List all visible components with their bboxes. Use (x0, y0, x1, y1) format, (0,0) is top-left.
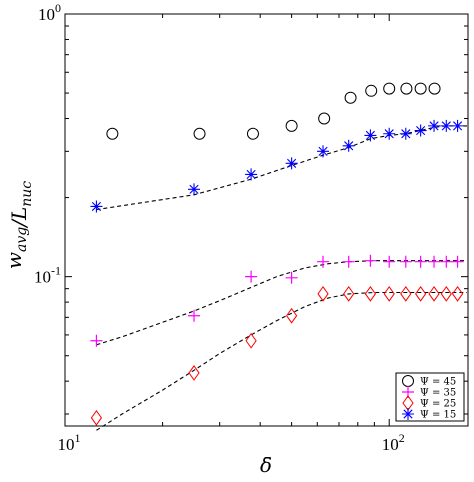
series-1-point (106, 127, 119, 140)
series-4-point (317, 145, 330, 158)
series-1-point (383, 82, 396, 95)
series-4-fit-line (96, 125, 467, 211)
x-tick-label: 101 (58, 431, 81, 454)
series-4-point (399, 127, 412, 140)
tick-labels: 101 102 100 10-1 (34, 1, 405, 454)
series-3-point (415, 285, 427, 302)
x-axis-label: δ̄ (260, 453, 272, 477)
series-3-point (343, 285, 355, 302)
series-4-point (440, 119, 453, 132)
series-2-point (451, 255, 464, 268)
series-1-point (246, 127, 259, 140)
y-tick-label: 10-1 (34, 264, 61, 287)
legend-label-3: Ψ = 25 (420, 399, 456, 410)
series-2-point (399, 255, 412, 268)
series-2-point (414, 255, 427, 268)
series-3-point (188, 365, 200, 381)
series-3-point (317, 285, 329, 302)
series-4-point (451, 119, 464, 132)
plot-frame (64, 13, 469, 427)
series-3-point (285, 307, 298, 324)
y-tick-label: 100 (38, 1, 61, 24)
series-4-point (285, 157, 298, 170)
series-3-fit-line (96, 291, 467, 431)
axis-ticks (64, 13, 468, 426)
series-1-point (344, 91, 357, 104)
legend: Ψ = 45Ψ = 35Ψ = 25Ψ = 15 (395, 372, 465, 422)
series-4-point (245, 168, 258, 181)
axis-labels: δ̄ wavg/Lnuc (2, 181, 272, 477)
series-4-point (90, 200, 103, 213)
x-tick-label: 102 (382, 431, 405, 454)
data-points (90, 82, 464, 426)
series-4-point (342, 139, 355, 152)
series-1-point (318, 112, 331, 125)
series-4-point (188, 183, 201, 196)
series-3-point (90, 409, 103, 426)
series-2-point (428, 255, 441, 268)
legend-label-4: Ψ = 15 (420, 410, 456, 421)
y-axis-label: wavg/Lnuc (2, 181, 35, 269)
series-3-point (451, 285, 464, 302)
series-3-point (428, 285, 440, 302)
series-4-point (383, 127, 396, 140)
series-2-point (383, 255, 396, 268)
series-2-fit-line (96, 260, 467, 346)
series-1-point (414, 82, 427, 95)
series-2-point (245, 270, 258, 283)
series-2-point (342, 255, 355, 268)
series-4-point (428, 119, 441, 132)
series-2-point (90, 334, 103, 347)
series-2-point (188, 309, 201, 322)
series-2-point (364, 254, 377, 267)
series-3-point (383, 285, 395, 302)
series-4-point (414, 124, 427, 137)
series-3-point (364, 285, 377, 302)
series-2-point (440, 255, 453, 268)
series-1-point (428, 82, 441, 95)
series-3-point (245, 332, 257, 349)
series-2-point (317, 255, 330, 268)
series-3-point (400, 285, 412, 302)
legend-label-2: Ψ = 35 (420, 388, 456, 399)
series-1-point (365, 84, 378, 97)
series-1-point (285, 119, 298, 132)
series-1-point (193, 127, 206, 140)
series-4-point (364, 129, 377, 142)
series-1-point (400, 82, 413, 95)
legend-label-1: Ψ = 45 (420, 377, 456, 388)
legend-marker-4 (402, 408, 414, 420)
series-3-point (440, 285, 452, 302)
series-2-point (285, 271, 298, 284)
